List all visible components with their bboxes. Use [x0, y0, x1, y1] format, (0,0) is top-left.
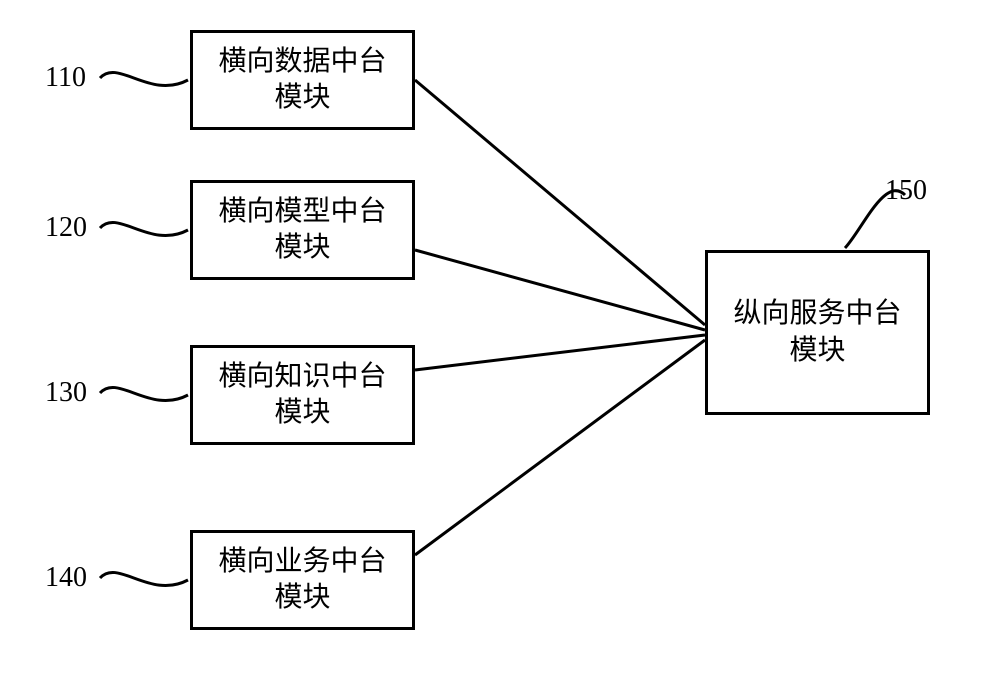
- node-text: 横向业务中台 模块: [218, 544, 386, 617]
- label-connector: [100, 387, 188, 400]
- edge: [415, 80, 705, 325]
- label-connector: [100, 72, 188, 85]
- edge: [415, 335, 705, 370]
- ref-label-n120: 120: [45, 212, 87, 244]
- node-n120: 横向模型中台 模块: [190, 180, 415, 280]
- ref-label-n130: 130: [45, 377, 87, 409]
- node-n150: 纵向服务中台 模块: [705, 250, 930, 415]
- ref-label-n110: 110: [45, 62, 86, 94]
- ref-label-n140: 140: [45, 562, 87, 594]
- node-text: 纵向服务中台 模块: [733, 296, 901, 369]
- ref-label-n150: 150: [885, 175, 927, 207]
- node-text: 横向模型中台 模块: [218, 194, 386, 267]
- diagram-canvas: 横向数据中台 模块横向模型中台 模块横向知识中台 模块横向业务中台 模块 纵向服务…: [0, 0, 1000, 684]
- label-connector: [100, 572, 188, 585]
- node-n110: 横向数据中台 模块: [190, 30, 415, 130]
- label-connector: [100, 222, 188, 235]
- node-n130: 横向知识中台 模块: [190, 345, 415, 445]
- node-text: 横向数据中台 模块: [218, 44, 386, 117]
- edge: [415, 340, 705, 555]
- node-n140: 横向业务中台 模块: [190, 530, 415, 630]
- node-text: 横向知识中台 模块: [218, 359, 386, 432]
- edge: [415, 250, 705, 330]
